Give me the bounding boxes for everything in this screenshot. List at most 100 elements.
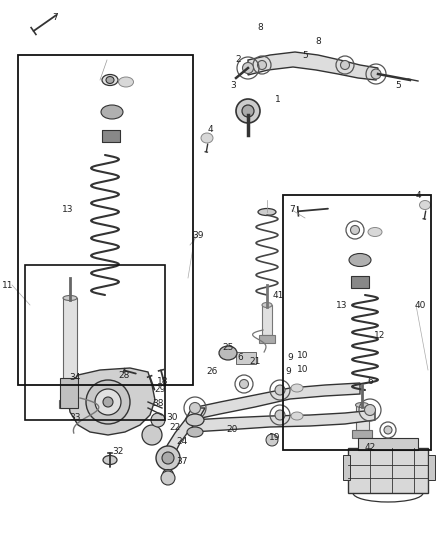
Bar <box>348 448 428 493</box>
Circle shape <box>243 62 254 74</box>
Text: 3: 3 <box>230 80 236 90</box>
Ellipse shape <box>103 456 117 464</box>
Polygon shape <box>192 410 375 432</box>
Polygon shape <box>68 368 155 435</box>
Ellipse shape <box>291 412 303 420</box>
Bar <box>259 335 275 343</box>
Text: 29: 29 <box>154 385 166 394</box>
Text: 13: 13 <box>336 301 348 310</box>
Bar <box>126 408 134 416</box>
Text: 7: 7 <box>52 13 58 22</box>
Text: 9: 9 <box>285 367 291 376</box>
Text: 18: 18 <box>157 377 169 386</box>
Ellipse shape <box>101 105 123 119</box>
Bar <box>358 438 418 450</box>
Ellipse shape <box>201 133 213 143</box>
Bar <box>343 455 350 480</box>
Text: 10: 10 <box>297 366 309 375</box>
Text: 40: 40 <box>414 301 426 310</box>
Text: 4: 4 <box>207 125 213 134</box>
Ellipse shape <box>349 254 371 266</box>
Text: 26: 26 <box>206 367 218 376</box>
Polygon shape <box>248 52 378 80</box>
Circle shape <box>151 413 165 427</box>
Circle shape <box>236 99 260 123</box>
Bar <box>18 55 193 385</box>
Bar <box>262 305 272 335</box>
Bar <box>63 298 77 400</box>
Bar <box>25 265 165 420</box>
Text: 13: 13 <box>62 206 74 214</box>
Bar <box>105 405 127 419</box>
Bar <box>59 400 81 408</box>
Text: 25: 25 <box>223 343 234 352</box>
Circle shape <box>266 434 278 446</box>
Text: 2: 2 <box>235 55 241 64</box>
Bar <box>428 455 435 480</box>
Text: 32: 32 <box>112 448 124 456</box>
Bar <box>352 430 372 438</box>
Text: 24: 24 <box>177 438 187 447</box>
Text: 8: 8 <box>257 23 263 33</box>
Ellipse shape <box>291 384 303 392</box>
Ellipse shape <box>219 346 237 360</box>
Text: 11: 11 <box>2 280 14 289</box>
Polygon shape <box>162 408 205 455</box>
Text: 4: 4 <box>415 190 421 199</box>
Text: 5: 5 <box>395 80 401 90</box>
Polygon shape <box>192 383 360 420</box>
Ellipse shape <box>186 414 204 426</box>
Text: 6: 6 <box>237 353 243 362</box>
Circle shape <box>162 452 174 464</box>
Text: 37: 37 <box>176 457 188 466</box>
Circle shape <box>161 471 175 485</box>
Bar <box>60 378 78 408</box>
Text: 9: 9 <box>287 353 293 362</box>
Circle shape <box>95 389 121 415</box>
Text: 21: 21 <box>249 358 261 367</box>
Bar <box>356 405 368 430</box>
Text: 6: 6 <box>367 377 373 386</box>
Text: 7: 7 <box>289 206 295 214</box>
Text: 22: 22 <box>170 424 180 432</box>
Ellipse shape <box>420 200 431 209</box>
Circle shape <box>340 61 350 69</box>
Text: 41: 41 <box>272 290 284 300</box>
Ellipse shape <box>368 228 382 237</box>
Text: 10: 10 <box>297 351 309 359</box>
Circle shape <box>103 397 113 407</box>
Ellipse shape <box>102 75 118 85</box>
Circle shape <box>364 405 375 416</box>
Circle shape <box>384 426 392 434</box>
Bar <box>236 352 256 364</box>
Circle shape <box>86 380 130 424</box>
Circle shape <box>275 410 285 420</box>
Text: 8: 8 <box>315 37 321 46</box>
Circle shape <box>350 225 360 235</box>
Bar <box>102 130 120 142</box>
Circle shape <box>258 61 266 69</box>
Ellipse shape <box>119 77 134 87</box>
Ellipse shape <box>187 427 203 437</box>
Circle shape <box>242 105 254 117</box>
Text: 39: 39 <box>192 230 204 239</box>
Text: 42: 42 <box>364 443 376 453</box>
Text: 33: 33 <box>69 414 81 423</box>
Text: 19: 19 <box>269 433 281 442</box>
Ellipse shape <box>163 470 173 477</box>
Text: 20: 20 <box>226 425 238 434</box>
Text: 12: 12 <box>374 330 386 340</box>
Circle shape <box>240 379 248 389</box>
Circle shape <box>275 385 285 395</box>
Text: 34: 34 <box>69 374 81 383</box>
Text: 28: 28 <box>118 370 130 379</box>
Circle shape <box>371 69 381 79</box>
Ellipse shape <box>258 208 276 215</box>
Text: 1: 1 <box>275 95 281 104</box>
Ellipse shape <box>262 303 272 308</box>
Text: 5: 5 <box>302 51 308 60</box>
Circle shape <box>156 446 180 470</box>
Circle shape <box>142 425 162 445</box>
Ellipse shape <box>356 402 368 408</box>
Bar <box>351 276 369 288</box>
